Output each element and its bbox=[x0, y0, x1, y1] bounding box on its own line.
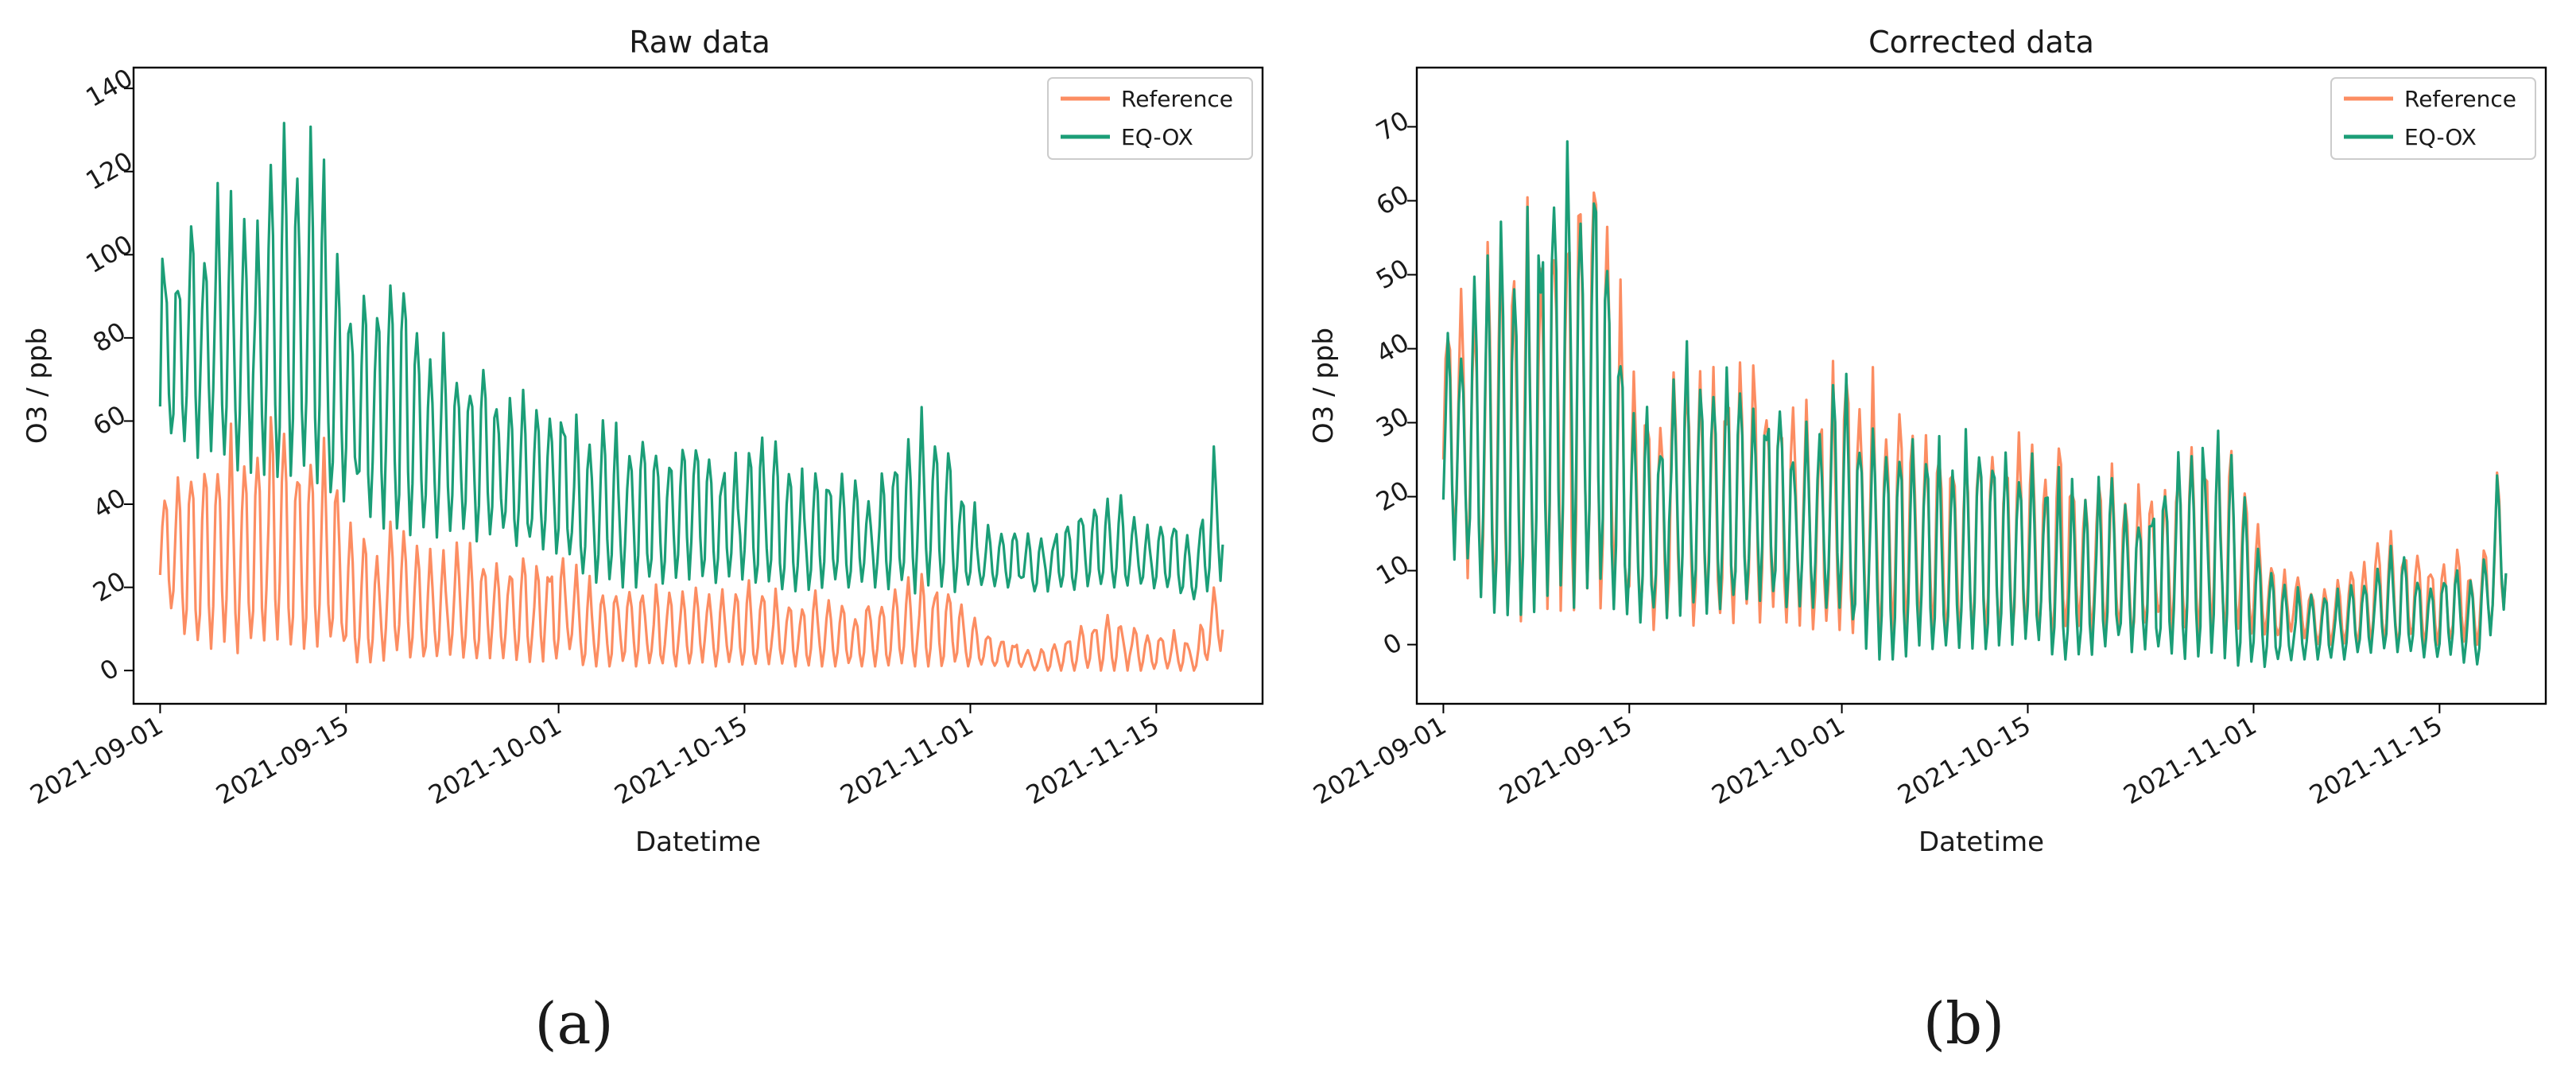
series-line-eq-ox bbox=[158, 122, 1224, 601]
x-tick-label: 2021-11-01 bbox=[2118, 710, 2261, 810]
raw-data-chart: Raw data 0 20 40 60 80 100 120 140 2021-09-01 20… bbox=[21, 25, 1264, 1057]
chart-title: Raw data bbox=[629, 25, 770, 60]
x-tick-label: 2021-09-15 bbox=[211, 710, 354, 810]
y-tick-label: 0 bbox=[95, 653, 124, 687]
y-tick-label: 100 bbox=[81, 229, 138, 279]
series-line-eq-ox bbox=[1441, 140, 2508, 669]
y-tick-label: 10 bbox=[1371, 549, 1414, 591]
y-tick-label: 80 bbox=[87, 316, 130, 358]
legend-label: Reference bbox=[1121, 86, 1233, 112]
x-tick-label: 2021-11-01 bbox=[835, 710, 978, 810]
panel-label: (b) bbox=[1923, 990, 2004, 1057]
x-tick-label: 2021-10-15 bbox=[609, 710, 752, 810]
y-tick-label: 120 bbox=[81, 146, 138, 196]
legend: Reference EQ-OX bbox=[1047, 77, 1253, 160]
y-tick-label: 140 bbox=[81, 63, 138, 113]
chart-title: Corrected data bbox=[1868, 25, 2094, 60]
y-tick-label: 40 bbox=[1371, 327, 1414, 369]
y-tick-label: 50 bbox=[1371, 253, 1414, 295]
legend-label: Reference bbox=[2404, 86, 2516, 112]
x-tick-label: 2021-10-01 bbox=[424, 710, 567, 810]
plot-frame bbox=[1415, 66, 2547, 705]
x-tick-label: 2021-11-15 bbox=[1021, 710, 1164, 810]
series-line-reference bbox=[158, 416, 1224, 672]
y-tick-label: 70 bbox=[1371, 105, 1414, 147]
y-tick-label: 20 bbox=[1371, 475, 1414, 517]
plot-frame bbox=[132, 66, 1264, 705]
y-tick-label: 60 bbox=[87, 399, 130, 441]
x-tick-label: 2021-10-01 bbox=[1707, 710, 1850, 810]
y-tick-label: 60 bbox=[1371, 179, 1414, 221]
y-tick-label: 20 bbox=[87, 565, 130, 608]
x-axis-label: Datetime bbox=[1918, 826, 2044, 858]
y-tick-label: 30 bbox=[1371, 401, 1414, 443]
x-tick-label: 2021-09-01 bbox=[25, 710, 168, 810]
corrected-data-chart: Corrected data 0 10 20 30 40 50 60 70 2021-09-0… bbox=[1308, 25, 2547, 1057]
x-tick-label: 2021-09-15 bbox=[1494, 710, 1637, 810]
y-axis-label: O3 / ppb bbox=[1308, 328, 1340, 444]
x-axis-label: Datetime bbox=[635, 826, 761, 858]
panel-label: (a) bbox=[534, 990, 613, 1057]
x-tick-label: 2021-11-15 bbox=[2304, 710, 2447, 810]
legend: Reference EQ-OX bbox=[2330, 77, 2536, 160]
legend-label: EQ-OX bbox=[1121, 124, 1193, 150]
legend-label: EQ-OX bbox=[2404, 124, 2477, 150]
x-tick-label: 2021-09-01 bbox=[1308, 710, 1451, 810]
x-tick-label: 2021-10-15 bbox=[1892, 710, 2035, 810]
y-axis-label: O3 / ppb bbox=[21, 328, 53, 444]
y-tick-label: 0 bbox=[1378, 627, 1407, 661]
y-tick-label: 40 bbox=[87, 483, 130, 525]
